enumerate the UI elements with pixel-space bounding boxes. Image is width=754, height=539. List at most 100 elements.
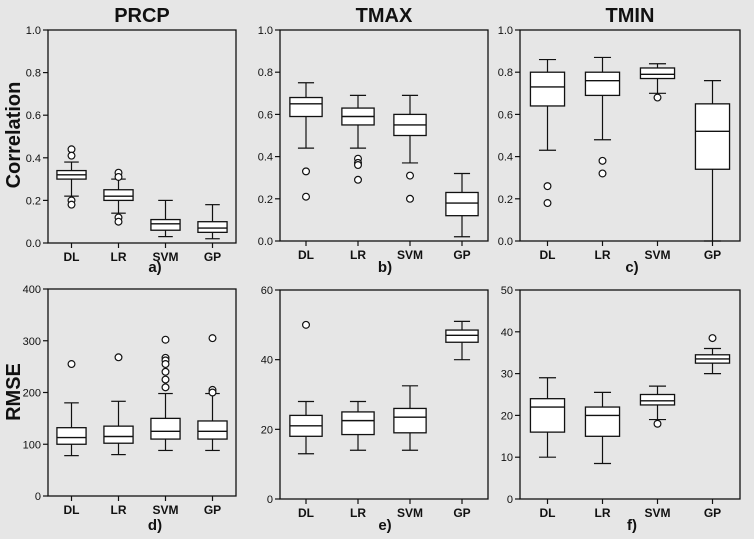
panel-b-category-label: LR xyxy=(350,248,366,262)
outlier-point xyxy=(161,360,170,369)
panel-d-category-label: DL xyxy=(64,503,80,517)
panel-c-category-label: GP xyxy=(704,248,721,262)
outlier-point xyxy=(543,182,552,191)
outlier-point xyxy=(406,194,415,203)
panel-f-category-label: GP xyxy=(704,506,721,520)
panel-c-ytick-label: 0.8 xyxy=(498,67,513,79)
panel-e-ytick-label: 60 xyxy=(261,285,273,297)
panel-c-category-label: SVM xyxy=(644,248,670,262)
panel-c-ytick-label: 0.2 xyxy=(498,194,513,206)
panel-f-ytick-label: 40 xyxy=(501,327,513,339)
panel-d-label: d) xyxy=(148,517,162,534)
panel-f-box-gp xyxy=(694,334,731,375)
outlier-point xyxy=(598,156,607,165)
panel-d-box-gp xyxy=(197,334,228,452)
panel-a-box-dl xyxy=(56,145,87,209)
panel-b-ytick-label: 1.0 xyxy=(258,25,273,37)
outlier-point xyxy=(161,383,170,392)
panel-d-ytick-label: 200 xyxy=(23,388,41,400)
panel-a-category-label: SVM xyxy=(152,250,178,264)
panel-f-ytick-label: 50 xyxy=(501,285,513,297)
panel-e-box-lr xyxy=(341,400,375,451)
panel-e-category-label: LR xyxy=(350,506,366,520)
panel-b-frame xyxy=(279,29,489,242)
panel-c-frame xyxy=(519,29,741,242)
iqr-box xyxy=(529,71,566,107)
panel-f-category-label: LR xyxy=(595,506,611,520)
panel-c-label: c) xyxy=(625,259,638,276)
panel-a-category-label: LR xyxy=(111,250,127,264)
panel-e-ytick-label: 20 xyxy=(261,424,273,436)
panel-f-box-dl xyxy=(529,377,566,458)
panel-d-box-lr xyxy=(103,353,134,456)
iqr-box xyxy=(103,425,134,444)
panel-a-category-label: GP xyxy=(204,250,221,264)
outlier-point xyxy=(67,360,76,369)
panel-d-box-svm xyxy=(150,335,181,452)
panel-b-category-label: DL xyxy=(298,248,314,262)
outlier-point xyxy=(208,388,217,397)
panel-a-frame xyxy=(47,29,237,244)
panel-b-title: TMAX xyxy=(356,5,413,27)
outlier-point xyxy=(708,334,717,343)
panel-f-frame xyxy=(519,289,741,500)
panel-e-category-label: SVM xyxy=(397,506,423,520)
panel-b-ytick-label: 0.8 xyxy=(258,67,273,79)
panel-f-box-svm xyxy=(639,385,676,428)
iqr-box xyxy=(150,218,181,231)
outlier-point xyxy=(67,200,76,209)
outlier-point xyxy=(302,320,311,329)
outlier-point xyxy=(302,192,311,201)
outlier-point xyxy=(653,93,662,102)
iqr-box xyxy=(103,189,134,202)
outlier-point xyxy=(161,375,170,384)
panel-a-ytick-label: 0.4 xyxy=(26,153,41,165)
iqr-box xyxy=(341,411,375,436)
panel-b-ytick-label: 0.6 xyxy=(258,109,273,121)
panel-a-box-lr xyxy=(103,168,134,226)
outlier-point xyxy=(208,334,217,343)
panel-f-ytick-label: 10 xyxy=(501,452,513,464)
panel-d-category-label: LR xyxy=(111,503,127,517)
panel-d-category-label: GP xyxy=(204,503,221,517)
panel-a-box-gp xyxy=(197,204,228,240)
panel-a-box-svm xyxy=(150,199,181,238)
panel-a-ytick-label: 0.2 xyxy=(26,195,41,207)
panel-c-ytick-label: 0.6 xyxy=(498,109,513,121)
panel-b-ytick-label: 0.2 xyxy=(258,194,273,206)
panel-d-ylabel: RMSE xyxy=(3,363,25,421)
panel-f-category-label: SVM xyxy=(644,506,670,520)
outlier-point xyxy=(161,335,170,344)
panel-f-category-label: DL xyxy=(540,506,556,520)
panel-e-label: e) xyxy=(378,517,391,534)
panel-c-box-lr xyxy=(584,56,621,178)
iqr-box xyxy=(289,96,323,118)
panel-b-box-lr xyxy=(341,94,375,184)
panel-a-category-label: DL xyxy=(64,250,80,264)
panel-d-ytick-label: 400 xyxy=(23,284,41,296)
panel-b-category-label: GP xyxy=(453,248,470,262)
panel-f-ytick-label: 30 xyxy=(501,369,513,381)
panel-a-ytick-label: 0.6 xyxy=(26,110,41,122)
panel-d-box-dl xyxy=(56,360,87,457)
panel-a-title: PRCP xyxy=(114,5,170,27)
outlier-point xyxy=(114,172,123,181)
outlier-point xyxy=(406,171,415,180)
panel-c-category-label: LR xyxy=(595,248,611,262)
panel-e-category-label: GP xyxy=(453,506,470,520)
panel-b-label: b) xyxy=(378,259,392,276)
panel-c-box-gp xyxy=(694,80,731,242)
panel-e-ytick-label: 0 xyxy=(267,494,273,506)
iqr-box xyxy=(445,191,479,217)
outlier-point xyxy=(653,419,662,428)
panel-d-category-label: SVM xyxy=(152,503,178,517)
outlier-point xyxy=(114,217,123,226)
outlier-point xyxy=(302,167,311,176)
panel-b-category-label: SVM xyxy=(397,248,423,262)
panel-d-ytick-label: 100 xyxy=(23,439,41,451)
outlier-point xyxy=(354,175,363,184)
panel-e-box-svm xyxy=(393,385,427,451)
outlier-point xyxy=(67,145,76,154)
panel-e-category-label: DL xyxy=(298,506,314,520)
